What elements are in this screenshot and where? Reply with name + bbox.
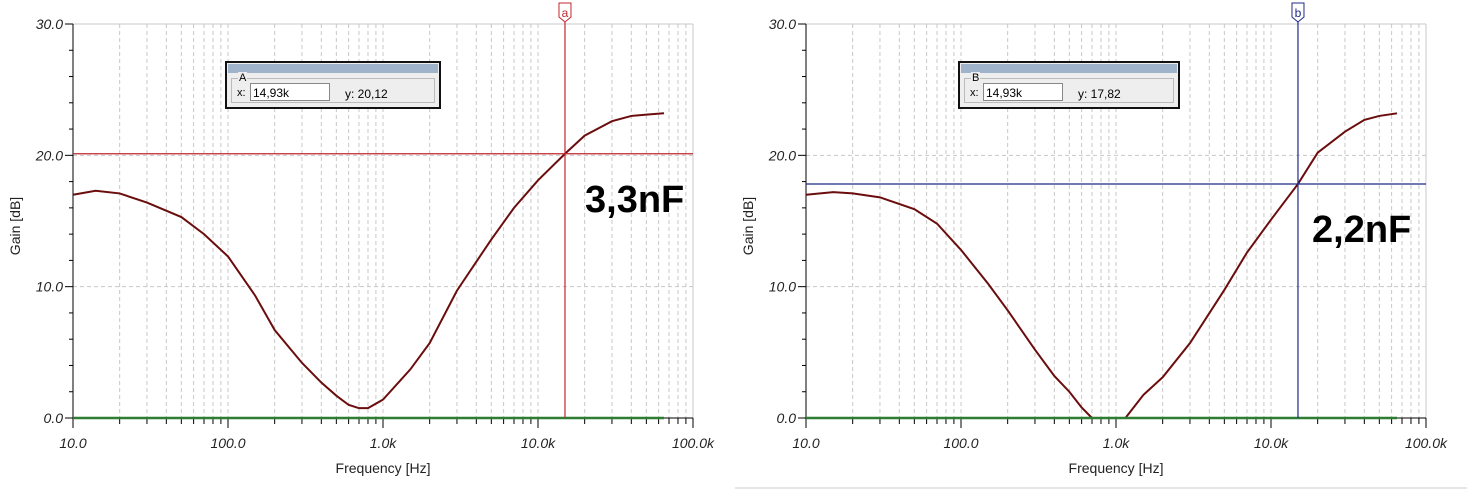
x-tick-label: 100.0 (943, 435, 978, 451)
y-tick-label: 20.0 (768, 147, 796, 163)
cursor-marker-icon (1291, 2, 1305, 23)
x-axis-label: Frequency [Hz] (1069, 460, 1164, 476)
gain-curve (805, 191, 1093, 419)
x-label: x: (237, 87, 246, 99)
x-tick-label: 1.0k (370, 435, 397, 451)
cursor-panel-titlebar[interactable] (961, 64, 1177, 73)
x-value-input[interactable]: 14,93k (250, 83, 330, 101)
cursor-group: B x: 14,93k y: 17,82 (964, 72, 1174, 103)
x-tick-label: 10.0k (521, 435, 556, 451)
chart-1: 0.0 10.0 20.0 30.0 10.0 100.0 1.0k 10.0k 100.0k F… (7, 2, 715, 476)
y-value: y: 20,12 (345, 87, 388, 101)
cursor-a-panel[interactable]: A x: 14,93k y: 20,12 (225, 61, 441, 109)
x-tick-label: 10.0k (1254, 435, 1289, 451)
cursor-panel-titlebar[interactable] (228, 64, 438, 73)
y-tick-label: 10.0 (769, 279, 796, 295)
y-tick-label: 20.0 (35, 147, 63, 163)
y-axis-label: Gain [dB] (7, 197, 23, 255)
cursor-group: A x: 14,93k y: 20,12 (231, 72, 435, 103)
y-tick-label: 30.0 (36, 16, 63, 32)
gain-curve (72, 112, 665, 410)
y-value: y: 17,82 (1078, 87, 1121, 101)
capacitance-annotation: 2,2nF (1312, 209, 1411, 251)
gain-curve (1124, 112, 1398, 419)
x-tick-label: 1.0k (1103, 435, 1130, 451)
x-tick-label: 10.0 (59, 435, 86, 451)
y-tick-label: 10.0 (36, 279, 63, 295)
x-value-input[interactable]: 14,93k (983, 83, 1063, 101)
x-tick-label: 100.0k (1405, 435, 1448, 451)
y-tick-label: 30.0 (769, 16, 796, 32)
cursor-name: B (971, 72, 981, 84)
cursor-marker-label: b (1295, 6, 1302, 20)
x-tick-label: 100.0 (210, 435, 245, 451)
x-label: x: (970, 87, 979, 99)
x-axis-label: Frequency [Hz] (336, 460, 431, 476)
y-tick-label: 0.0 (44, 410, 64, 426)
capacitance-annotation: 3,3nF (585, 179, 684, 221)
cursor-b-panel[interactable]: B x: 14,93k y: 17,82 (958, 61, 1180, 109)
x-tick-label: 10.0 (792, 435, 819, 451)
y-axis-label: Gain [dB] (740, 197, 756, 255)
cursor-marker-label: a (562, 6, 569, 20)
cursor-name: A (238, 72, 248, 84)
x-tick-label: 100.0k (672, 435, 715, 451)
cursor-marker-icon (558, 2, 572, 23)
y-tick-label: 0.0 (777, 410, 797, 426)
